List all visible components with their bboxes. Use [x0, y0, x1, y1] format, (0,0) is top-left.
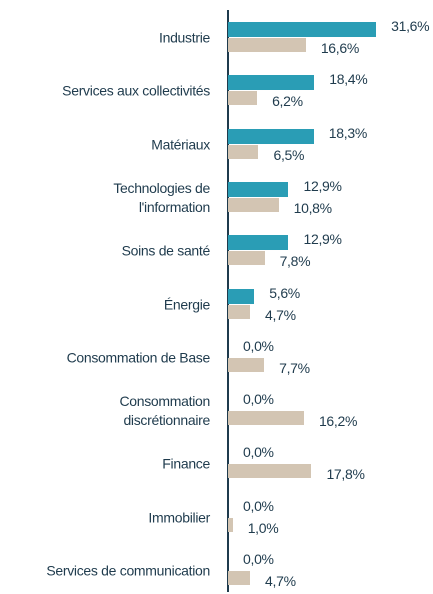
bar: [228, 38, 306, 52]
bar: [228, 144, 259, 159]
bar: [228, 517, 233, 532]
value-label: 12,9%: [303, 177, 342, 194]
value-label: 7,8%: [279, 253, 311, 270]
value-label: 7,7%: [279, 359, 310, 376]
value-label: 6,5%: [273, 146, 305, 163]
category-label: Consommation de Base: [66, 349, 211, 366]
bar: [228, 128, 314, 144]
bar: [228, 304, 251, 319]
bar: [228, 288, 255, 304]
category-label: Technologies de l'information: [113, 179, 210, 215]
category-label: Matériaux: [151, 136, 210, 153]
bar: [228, 197, 279, 212]
value-label: 0,0%: [243, 497, 274, 514]
value-label: 16,6%: [320, 40, 360, 56]
category-label: Industrie: [159, 29, 210, 46]
value-label: 16,2%: [318, 413, 358, 430]
bar: [228, 75, 315, 91]
bar: [228, 464, 312, 479]
bar: [228, 235, 289, 251]
value-label: 0,0%: [243, 551, 274, 567]
value-label: 31,6%: [391, 18, 430, 34]
bar: [228, 411, 304, 426]
value-label: 10,8%: [293, 199, 333, 216]
bar: [228, 91, 258, 106]
category-label: Finance: [162, 455, 210, 472]
value-label: 0,0%: [243, 444, 274, 461]
value-label: 0,0%: [243, 391, 274, 408]
value-label: 0,0%: [243, 337, 274, 354]
value-label: 6,2%: [272, 93, 303, 110]
category-label: Immobilier: [148, 509, 210, 526]
value-label: 17,8%: [326, 466, 365, 483]
value-label: 1,0%: [247, 519, 279, 536]
bar: [228, 22, 377, 37]
value-label: 12,9%: [303, 231, 342, 248]
value-label: 5,6%: [269, 284, 300, 301]
value-label: 4,7%: [265, 573, 296, 589]
category-label: Services aux collectivités: [62, 82, 210, 99]
bar: [228, 181, 289, 197]
bar: [228, 571, 251, 585]
category-label: Consommation discrétionnaire: [119, 393, 210, 429]
category-label: Énergie: [163, 296, 210, 312]
value-label: 18,4%: [329, 71, 368, 88]
value-label: 18,3%: [328, 124, 368, 141]
category-label: Soins de santé: [121, 242, 211, 259]
bar: [228, 357, 265, 372]
bar: [228, 251, 265, 266]
value-label: 4,7%: [265, 306, 296, 323]
category-label: Services de communication: [46, 562, 210, 579]
